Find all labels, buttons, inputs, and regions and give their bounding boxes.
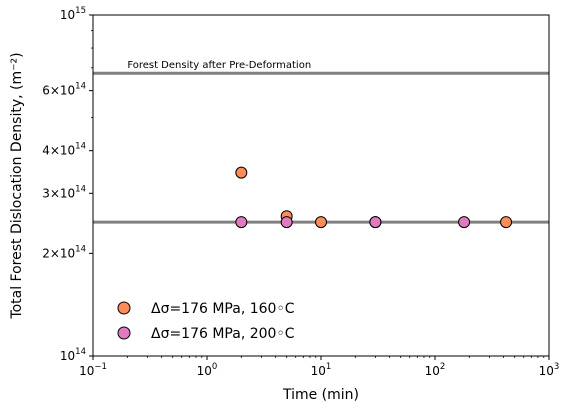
y-axis-ticks: 1014 2×1014 3×1014 4×1014 6×1014 1015	[42, 6, 93, 363]
data-point-series-1	[500, 216, 513, 229]
y-axis-label: Total Forest Dislocation Density, (m⁻²)	[9, 52, 25, 319]
y-tick-label: 2×1014	[42, 244, 86, 260]
data-point-series-2	[235, 216, 248, 229]
legend-label: Δσ=176 MPa, 160◦C	[151, 301, 295, 317]
legend: Δσ=176 MPa, 160◦C Δσ=176 MPa, 200◦C	[117, 301, 295, 342]
y-tick-label: 6×1014	[42, 82, 86, 98]
x-tick-label: 102	[425, 362, 446, 378]
data-points	[235, 166, 513, 229]
data-point-series-2	[458, 216, 471, 229]
data-point-series-1	[235, 166, 248, 179]
y-tick-label: 3×1014	[42, 184, 86, 200]
x-axis-ticks: 10−1 100 101 102 103	[79, 356, 559, 378]
legend-marker	[117, 301, 131, 315]
y-tick-label: 4×1014	[42, 142, 86, 158]
reference-lines	[93, 71, 549, 224]
x-tick-label: 103	[539, 362, 560, 378]
reference-line-label: Forest Density after Pre-Deformation	[127, 60, 311, 71]
annotations: Forest Density after Pre-Deformation	[127, 60, 311, 71]
data-point-series-2	[369, 216, 382, 229]
data-point-series-2	[280, 216, 293, 229]
y-tick-label: 1014	[60, 347, 86, 363]
legend-label: Δσ=176 MPa, 200◦C	[151, 326, 295, 342]
data-point-series-1	[315, 216, 327, 229]
x-tick-label: 10−1	[79, 362, 107, 378]
x-tick-label: 100	[197, 362, 218, 378]
y-tick-label: 1015	[60, 6, 86, 22]
x-tick-label: 101	[311, 362, 332, 378]
x-axis-label: Time (min)	[282, 387, 359, 403]
legend-marker	[117, 326, 131, 340]
